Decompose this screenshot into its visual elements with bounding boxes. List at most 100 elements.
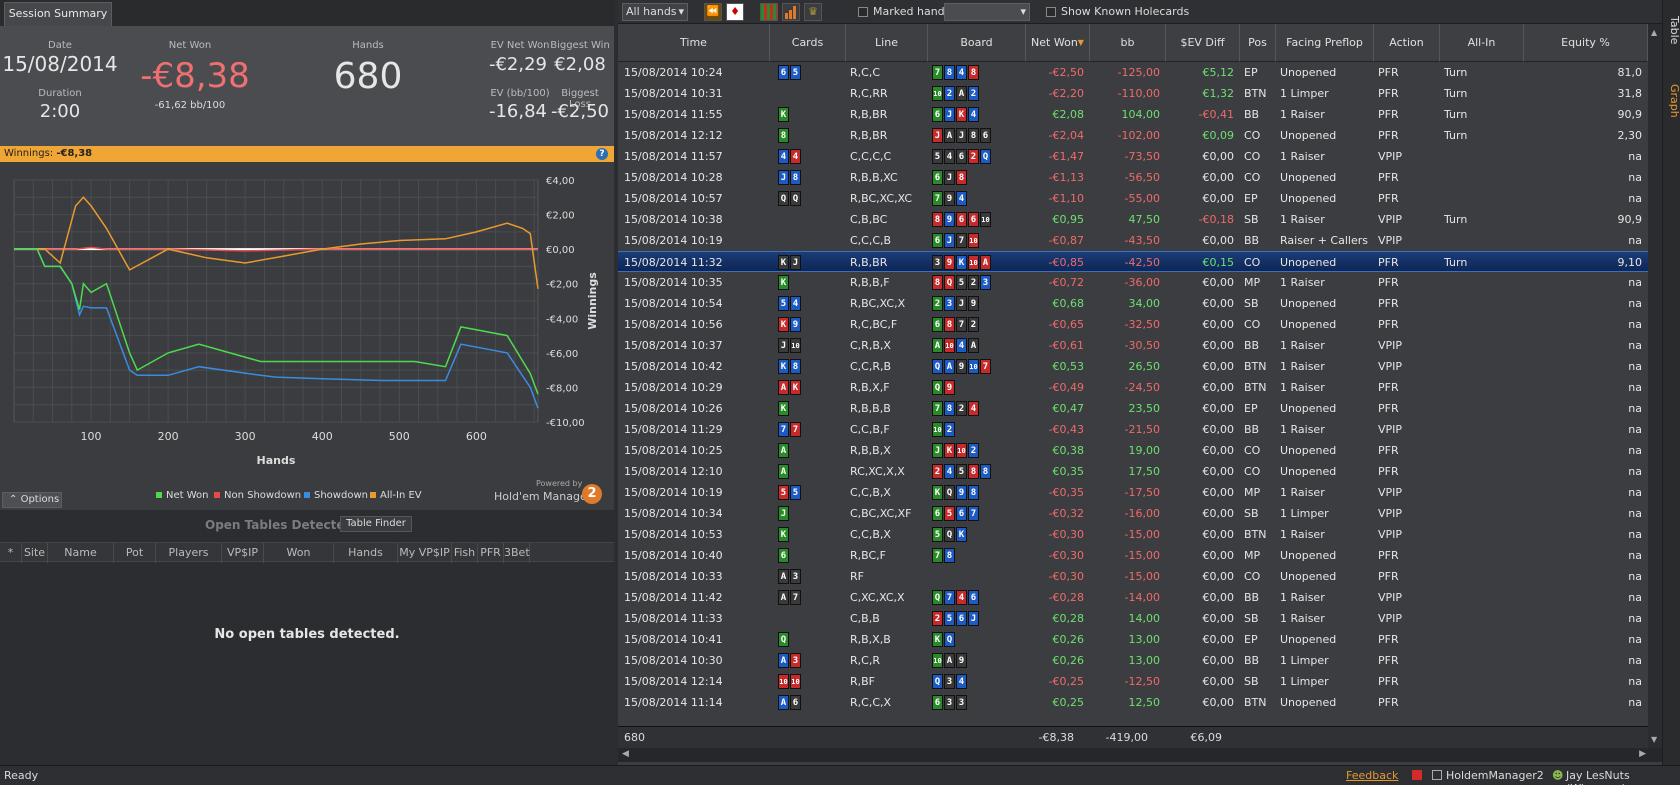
card-icon: J [956, 128, 967, 143]
hand-row[interactable]: 15/08/2014 11:14A6R,C,C,XA9336€0,2512,50… [618, 692, 1648, 713]
col-header-allin[interactable]: All-In [1440, 24, 1524, 62]
scroll-down-icon[interactable]: ▼ [1651, 735, 1658, 744]
cell-line: R,B,X,F [850, 381, 890, 394]
cell-pos: SB [1244, 612, 1259, 625]
col-pfr[interactable]: PFR [478, 543, 504, 563]
hand-row[interactable]: 15/08/2014 10:41QQR,B,X,B23K8Q€0,2613,00… [618, 629, 1648, 650]
col-pot[interactable]: Pot [114, 543, 156, 563]
hand-row[interactable]: 15/08/2014 11:29 77 C,C,B,F QKK210 -€0,43 -21… [618, 419, 1648, 440]
hand-row[interactable]: 15/08/2014 10:24 65 R,C,C 48748 -€2,50 -125,0… [618, 62, 1648, 83]
col-vpip[interactable]: VP$IP [222, 543, 264, 563]
card-icon: A [932, 338, 943, 353]
hand-row[interactable]: 15/08/2014 11:32 K J R,B,BR 3 9 K 10 A -€0,85 -42,… [618, 251, 1648, 272]
col-header-net[interactable]: Net Won ▼ [1026, 24, 1090, 62]
col-header-board[interactable]: Board [928, 24, 1026, 62]
hand-row[interactable]: 15/08/2014 10:29 AK R,B,X,F 210K9Q -€0,49 -24… [618, 377, 1648, 398]
hand-row[interactable]: 15/08/2014 10:30A3R,C,RK10A9€0,2613,00€0… [618, 650, 1648, 671]
hand-range-icon[interactable] [760, 3, 778, 21]
cell-allin [1440, 608, 1524, 629]
hand-row[interactable]: 15/08/2014 10:19K9C,C,C,B610J710-€0,87-4… [618, 230, 1648, 251]
options-button[interactable]: ⌃ Options [2, 492, 62, 508]
help-icon[interactable]: ? [596, 148, 608, 160]
col-star[interactable]: * [0, 543, 22, 563]
scroll-right-icon[interactable]: ▶ [1639, 749, 1646, 759]
col-fish[interactable]: Fish [452, 543, 478, 563]
hand-row[interactable]: 15/08/2014 10:1955C,C,B,X2Q9K8-€0,35-17,… [618, 482, 1648, 503]
hand-row[interactable]: 15/08/2014 12:14 10 10 R,BF Q 3 4 -€0,25 -12,50 €… [618, 671, 1648, 692]
col-my-vpip[interactable]: My VP$IP [398, 543, 452, 563]
scroll-left-icon[interactable]: ◀ [622, 749, 629, 759]
hand-row[interactable]: 15/08/2014 10:33 A 3 RF -€0,30 -15,00 €0,00 CO U… [618, 566, 1648, 587]
hand-row[interactable]: 15/08/2014 11:57 4 4 C,C,C,C 5 4 6 2 Q -€1,47 -73,… [618, 146, 1648, 167]
cell-net: -€0,49 [1048, 381, 1084, 394]
col-header-ev[interactable]: $EV Diff [1166, 24, 1240, 62]
tab-session-summary[interactable]: Session Summary [4, 2, 112, 26]
hand-row[interactable]: 15/08/2014 10:5454R,BC,XC,XA3J92€0,6834,… [618, 293, 1648, 314]
hand-row[interactable]: 15/08/2014 10:26 KQ R,B,B,B 28724 €0,47 23,50… [618, 398, 1648, 419]
marked-hands-checkbox[interactable] [858, 7, 868, 17]
col-header-equity[interactable]: Equity % [1524, 24, 1648, 62]
col-header-bb[interactable]: bb [1090, 24, 1166, 62]
feedback-link[interactable]: Feedback [1346, 769, 1399, 782]
table-finder-button[interactable]: Table Finder [340, 516, 412, 532]
col-header-action[interactable]: Action [1374, 24, 1440, 62]
hand-row[interactable]: 15/08/2014 10:31J8R,C,RR7102A2-€2,20-110… [618, 83, 1648, 104]
hand-row[interactable]: 15/08/2014 10:37J10C,R,B,X2104AA-€0,61-3… [618, 335, 1648, 356]
cell-line: C,B,BC [850, 213, 888, 226]
col-3bet[interactable]: 3Bet [504, 543, 530, 563]
chart-icon[interactable] [782, 3, 800, 21]
tab-table[interactable]: Table [1668, 16, 1680, 45]
winnings-bar: Winnings: -€8,38 ? [0, 146, 614, 162]
marked-hands-select[interactable]: ▾ [944, 3, 1030, 21]
hole-cards: 66 [778, 548, 789, 563]
cell-line: C,C,B,X [850, 528, 891, 541]
scroll-up-icon[interactable]: ▲ [1651, 28, 1658, 37]
horizontal-scrollbar[interactable]: ◀ ▶ [618, 748, 1666, 762]
cell-equity: na [1628, 339, 1642, 352]
col-header-time[interactable]: Time [618, 24, 770, 62]
col-site[interactable]: Site [22, 543, 48, 563]
rewind-icon[interactable]: ⏪ [704, 3, 722, 21]
replayer-icon[interactable]: ♦ [726, 3, 744, 21]
hand-row[interactable]: 15/08/2014 10:40 66 R,BC,F 5837 -€0,30 -15,00… [618, 545, 1648, 566]
col-won[interactable]: Won [264, 543, 334, 563]
card-icon: 9 [956, 359, 967, 374]
show-known-holecards-toggle[interactable]: Show Known Holecards [1046, 5, 1189, 18]
hand-row[interactable]: 15/08/2014 12:1288R,B,BRJAJ86-€2,04-102,… [618, 125, 1648, 146]
col-header-facing[interactable]: Facing Preflop [1276, 24, 1374, 62]
hand-row[interactable]: 15/08/2014 10:53 KJ C,C,B,X 995QK -€0,30 -15,… [618, 524, 1648, 545]
hand-row[interactable]: 15/08/2014 10:34 J9 C,BC,XC,XF 96567 -€0,32 -… [618, 503, 1648, 524]
vertical-scrollbar[interactable]: ▲ ▼ [1648, 24, 1664, 748]
col-players[interactable]: Players [156, 543, 222, 563]
card-icon: 9 [944, 191, 955, 206]
show-known-checkbox[interactable] [1046, 7, 1056, 17]
trophy-icon[interactable]: ♛ [804, 3, 822, 21]
cell-ev: €0,15 [1202, 256, 1235, 269]
cell-ev: €1,32 [1202, 87, 1235, 100]
col-name[interactable]: Name [48, 543, 114, 563]
tab-graph[interactable]: Graph [1668, 84, 1680, 118]
y-tick-label: €2,00 [546, 211, 575, 222]
hand-row[interactable]: 15/08/2014 11:55KKR,B,BRAJ6K4€2,08104,00… [618, 104, 1648, 125]
col-header-cards[interactable]: Cards [770, 24, 846, 62]
cell-bb: 13,00 [1128, 633, 1161, 646]
hand-row[interactable]: 15/08/2014 10:25AKR,B,B,X9K10J2€0,3819,0… [618, 440, 1648, 461]
hand-row[interactable]: 15/08/2014 11:42A7C,XC,XC,XQ7Q46-€0,28-1… [618, 587, 1648, 608]
col-header-pos[interactable]: Pos [1240, 24, 1276, 62]
cell-pos: CO [1244, 171, 1261, 184]
hands-filter-select[interactable]: All hands ▾ [622, 3, 688, 21]
marked-hands-toggle[interactable]: Marked hands [858, 5, 950, 18]
col-hands[interactable]: Hands [334, 543, 398, 563]
hand-row[interactable]: 15/08/2014 10:28J8R,B,B,XC2JK86-€1,13-56… [618, 167, 1648, 188]
cell-time: 15/08/2014 10:35 [624, 276, 723, 289]
hand-row[interactable]: 15/08/2014 10:42 K 8 C,C,R,B Q A 9 10 7 €0,53 26,5… [618, 356, 1648, 377]
col-header-line[interactable]: Line [846, 24, 928, 62]
biggest-win-label: Biggest Win [550, 40, 610, 51]
hand-row[interactable]: 15/08/2014 10:57 QQ R,BC,XC,XC 57394 -€1,10 -… [618, 188, 1648, 209]
hand-row[interactable]: 15/08/2014 10:56K9R,C,BC,F62872-€0,65-32… [618, 314, 1648, 335]
hand-row[interactable]: 15/08/2014 10:3875C,B,BC896610€0,9547,50… [618, 209, 1648, 230]
